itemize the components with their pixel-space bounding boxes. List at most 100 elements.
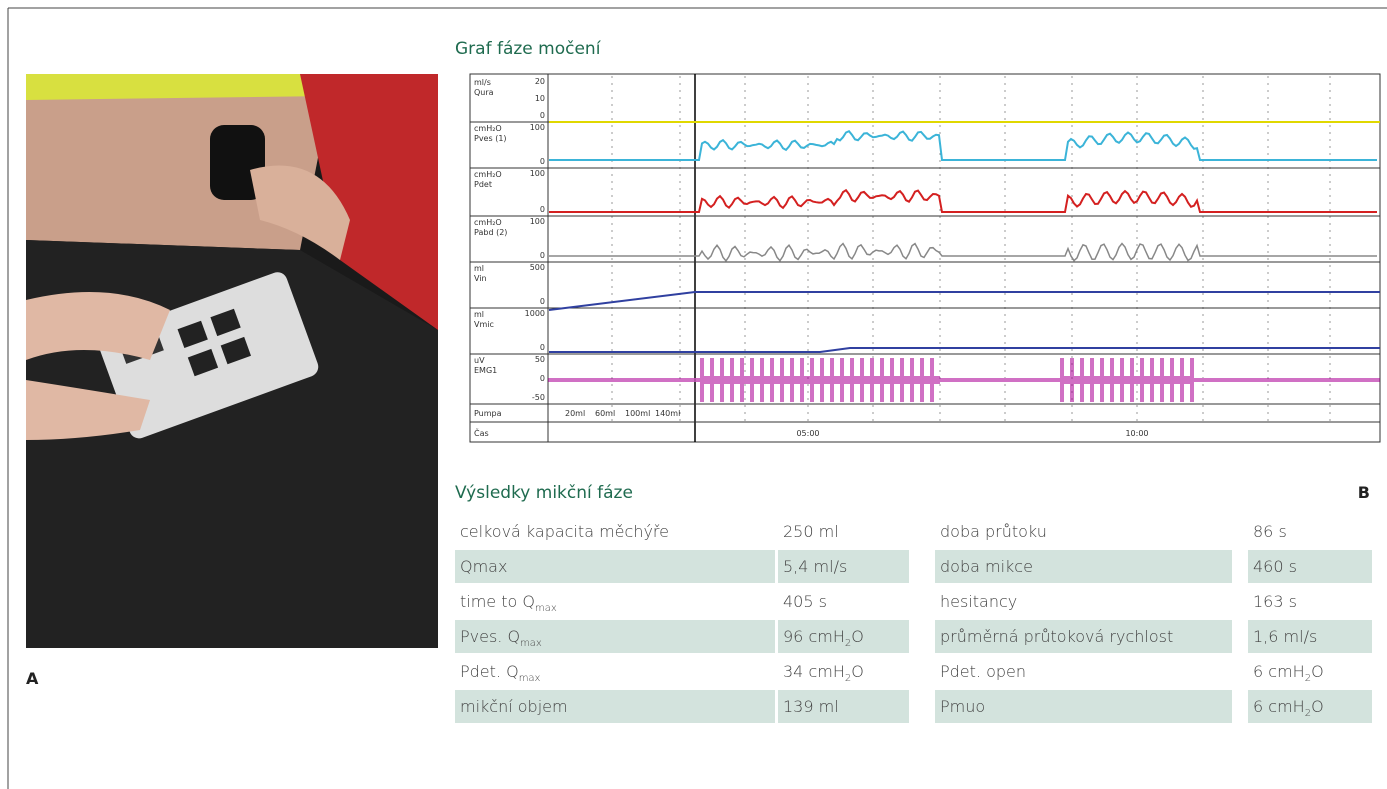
- channel-unit: ml/s: [474, 78, 491, 87]
- cell-text: 96 cmH: [783, 627, 845, 646]
- panel-label: B: [1358, 483, 1370, 502]
- cell-bg: [935, 550, 1232, 583]
- scale-label: 500: [530, 263, 545, 272]
- cell-text: time to Q: [460, 592, 535, 611]
- cell-text: Pdet. Q: [460, 662, 519, 681]
- cell-text: 6 cmH: [1253, 662, 1305, 681]
- scale-label: 20: [535, 77, 545, 86]
- cell: 6 cmH2O: [1253, 662, 1324, 684]
- channel-unit: ml: [474, 310, 484, 319]
- scale-label: 100: [530, 169, 545, 178]
- trace: [549, 188, 1377, 213]
- cell-bg: [1248, 620, 1372, 653]
- cell-bg: [778, 690, 909, 723]
- cell: průměrná průtoková rychlost: [940, 627, 1173, 646]
- channel-name: Pabd (2): [474, 228, 507, 237]
- cell: Qmax: [460, 557, 507, 576]
- cell-text: 34 cmH: [783, 662, 845, 681]
- scale-label: 0: [540, 111, 545, 120]
- cell: 1,6 ml/s: [1253, 627, 1317, 646]
- trace: [549, 242, 1377, 263]
- results-title: Výsledky mikční fáze: [455, 483, 633, 503]
- cell: Pdet. Qmax: [460, 662, 541, 684]
- trace: [548, 358, 1380, 402]
- cell-bg: [1248, 690, 1372, 723]
- cell-sub: max: [520, 638, 542, 649]
- cell: 5,4 ml/s: [783, 557, 847, 576]
- cell-bg: [455, 690, 775, 723]
- channel-name: Vin: [474, 274, 487, 283]
- cell-bg: [935, 690, 1232, 723]
- scale-label: 0: [540, 157, 545, 166]
- cell-bg: [935, 620, 1232, 653]
- cell-tail: O: [851, 662, 864, 681]
- scale-label: 0: [540, 251, 545, 260]
- cell-bg: [455, 550, 775, 583]
- scale-label: 50: [535, 355, 545, 364]
- pump-mark: 140ml: [655, 409, 680, 418]
- cell-sub: max: [535, 603, 557, 614]
- scale-label: 0: [540, 343, 545, 352]
- cell: 6 cmH2O: [1253, 697, 1324, 719]
- channel-name: Vmic: [474, 320, 494, 329]
- cell-tail: O: [1311, 697, 1324, 716]
- cell-text: Pves. Q: [460, 627, 520, 646]
- cell: 460 s: [1253, 557, 1297, 576]
- cell: doba mikce: [940, 557, 1033, 576]
- graph-frame: [469, 73, 1381, 443]
- graph-title: Graf fáze močení: [455, 39, 602, 59]
- cell: 96 cmH2O: [783, 627, 864, 649]
- cell: hesitancy: [940, 592, 1017, 611]
- cell-text: 6 cmH: [1253, 697, 1305, 716]
- channel-name: Qura: [474, 88, 494, 97]
- scale-label: 0: [540, 297, 545, 306]
- panel-label: A: [26, 669, 39, 688]
- cell-bg: [778, 620, 909, 653]
- cell: doba průtoku: [940, 522, 1047, 541]
- scale-label: 100: [530, 217, 545, 226]
- channel-unit: ml: [474, 264, 484, 273]
- cell: 34 cmH2O: [783, 662, 864, 684]
- cell: 405 s: [783, 592, 827, 611]
- channel-unit: cmH₂O: [474, 124, 502, 133]
- cell-bg: [778, 550, 909, 583]
- cell: 139 ml: [783, 697, 839, 716]
- cell: celková kapacita měchýře: [460, 522, 669, 541]
- cell: 86 s: [1253, 522, 1287, 541]
- cell-tail: O: [851, 627, 864, 646]
- scale-label: -50: [532, 393, 545, 402]
- cell: 250 ml: [783, 522, 839, 541]
- cell: mikční objem: [460, 697, 568, 716]
- cell: 163 s: [1253, 592, 1297, 611]
- time-label: Čas: [474, 427, 489, 438]
- cell: Pdet. open: [940, 662, 1026, 681]
- cell: time to Qmax: [460, 592, 557, 614]
- cell-tail: O: [1311, 662, 1324, 681]
- cell-sub: 2: [845, 638, 851, 649]
- time-tick: 10:00: [1125, 429, 1148, 438]
- photo: [26, 74, 438, 648]
- cell-sub: 2: [1305, 673, 1311, 684]
- time-tick: 05:00: [796, 429, 819, 438]
- pump-mark: 60ml: [595, 409, 615, 418]
- channel-name: Pves (1): [474, 134, 507, 143]
- cell-bg: [1248, 550, 1372, 583]
- cell-sub: 2: [1305, 708, 1311, 719]
- scale-label: 0: [540, 205, 545, 214]
- scale-label: 100: [530, 123, 545, 132]
- cell: Pves. Qmax: [460, 627, 542, 649]
- channel-name: Pdet: [474, 180, 492, 189]
- channel-unit: cmH₂O: [474, 218, 502, 227]
- scale-label: 1000: [525, 309, 545, 318]
- cell-bg: [455, 620, 775, 653]
- pump-mark: 20ml: [565, 409, 585, 418]
- cell: Pmuo: [940, 697, 985, 716]
- channel-unit: cmH₂O: [474, 170, 502, 179]
- scale-label: 0: [540, 374, 545, 383]
- trace: [549, 347, 1380, 353]
- cell-sub: max: [519, 673, 541, 684]
- cell-sub: 2: [845, 673, 851, 684]
- pump-label: Pumpa: [474, 409, 502, 418]
- pump-mark: 100ml: [625, 409, 650, 418]
